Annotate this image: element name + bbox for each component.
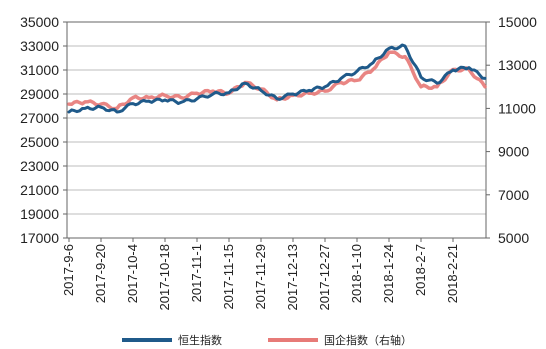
legend-label: 恒生指数 [178,333,222,347]
x-tick-label: 2017-10-18 [157,244,172,311]
x-axis: 2017-9-6 2017-9-20 2017-10-4 2017-10-18 2017… [61,238,460,311]
left-tick-label: 27000 [20,110,59,126]
x-tick-label: 2018-2-21 [445,244,460,303]
x-tick-label: 2017-9-6 [61,244,76,296]
x-tick-label: 2018-1-24 [381,244,396,303]
x-tick-label: 2017-11-1 [189,244,204,302]
right-y-axis: 5000 7000 9000 11000 13000 15000 [486,14,537,246]
right-tick-label: 5000 [498,230,529,246]
gridlines [67,21,486,239]
x-tick-label: 2018-1-10 [349,244,364,303]
left-tick-label: 35000 [20,14,59,30]
left-tick-label: 29000 [20,86,59,102]
x-tick-label: 2017-11-29 [253,244,268,310]
right-tick-label: 15000 [498,14,537,30]
x-tick-label: 2017-10-4 [125,244,140,303]
left-tick-label: 19000 [20,206,59,222]
legend: 恒生指数 国企指数（右轴） [122,333,412,347]
right-tick-label: 11000 [498,100,536,116]
plot-frame [66,21,487,239]
right-tick-label: 9000 [498,144,529,160]
x-tick-label: 2018-2-7 [413,244,428,296]
x-tick-label: 2017-11-15 [221,244,236,310]
left-tick-label: 21000 [20,182,59,198]
right-tick-label: 13000 [498,57,537,73]
left-tick-label: 31000 [20,62,59,78]
left-tick-label: 25000 [20,134,59,150]
series-lines [67,43,487,114]
left-tick-label: 23000 [20,158,59,174]
x-tick-label: 2017-12-27 [317,244,332,311]
right-tick-label: 7000 [498,187,529,203]
left-y-axis: 17000 19000 21000 23000 25000 27000 29000 31000… [20,14,67,246]
x-tick-label: 2017-12-13 [285,244,300,311]
series-line-hsi [67,43,487,114]
left-tick-label: 33000 [20,38,59,54]
legend-label: 国企指数（右轴） [324,333,412,347]
left-tick-label: 17000 [20,230,59,246]
x-tick-label: 2017-9-20 [93,244,108,303]
